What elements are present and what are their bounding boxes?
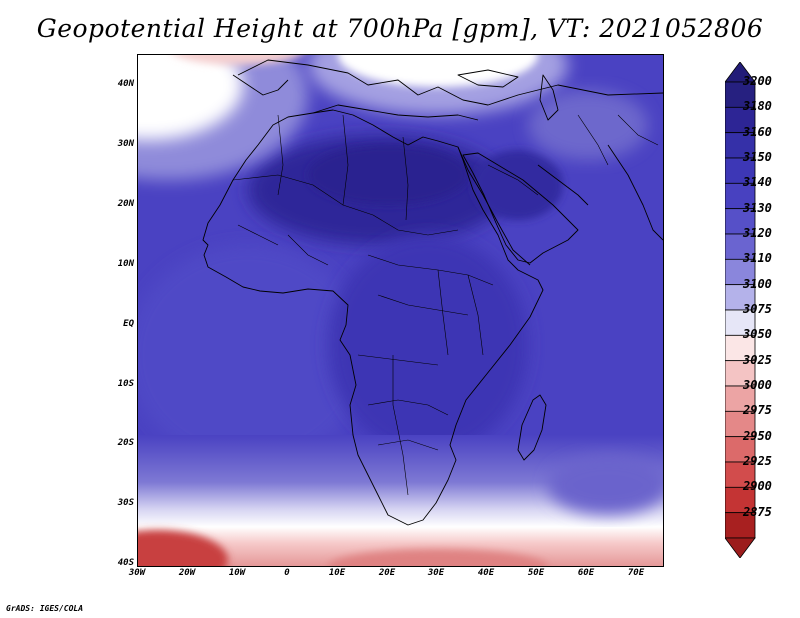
border-line (467, 274, 484, 356)
border-line (237, 224, 279, 246)
red-sea (457, 146, 531, 266)
border-line (287, 234, 329, 266)
lat-tick-label: 20S (117, 438, 134, 448)
colorbar-label: 3100 (743, 276, 772, 291)
lat-tick-label: 30S (117, 498, 134, 508)
field-south-red-center (328, 549, 548, 566)
border-line (277, 114, 284, 196)
field-north-central-white (338, 55, 538, 87)
colorbar-bottom-arrow (725, 537, 756, 558)
lon-tick-label: 20W (178, 568, 196, 578)
lat-tick-label: 20N (117, 199, 134, 209)
border-line (377, 294, 469, 316)
border-line (232, 174, 374, 216)
lon-tick-label: 40E (477, 568, 495, 578)
lat-tick-label: 40S (117, 558, 134, 568)
map-title: Geopotential Height at 700hPa [gpm], VT:… (36, 14, 764, 43)
map-panel (137, 54, 664, 567)
colorbar-label: 2975 (743, 403, 772, 418)
colorbar-label: 3000 (743, 378, 772, 392)
black-sea (457, 69, 519, 88)
coastlines (202, 59, 663, 526)
colorbar-cell (725, 410, 756, 438)
lon-tick-label: 70E (627, 568, 645, 578)
border-line (617, 114, 659, 146)
lon-tick-label: 30E (427, 568, 445, 578)
lat-tick-label: 10S (117, 379, 134, 389)
field-north-west-white (138, 55, 243, 140)
lon-tick-label: 60E (577, 568, 595, 578)
border-line (392, 355, 409, 496)
colorbar-cell (725, 182, 756, 210)
field-se-light (548, 455, 663, 515)
border-line (342, 114, 349, 206)
colorbar-cell (725, 258, 756, 286)
colorbar-cell (725, 385, 756, 412)
iberia-coastline (232, 74, 289, 96)
colorbar-label: 2900 (743, 479, 772, 494)
colorbar-label: 3110 (743, 251, 772, 266)
africa-coastline (202, 109, 544, 526)
lat-tick-label: EQ (123, 319, 134, 329)
border-line (367, 399, 449, 416)
lat-tick-label: 10N (117, 259, 134, 269)
lon-tick-label: 10E (328, 568, 346, 578)
country-borders (232, 114, 659, 496)
colorbar-label: 3160 (743, 124, 772, 139)
border-line (357, 354, 439, 366)
credit-text: GrADS: IGES/COLA (6, 604, 84, 613)
border-line (372, 214, 459, 236)
colorbar-label: 3025 (743, 352, 772, 367)
lon-tick-label: 50E (527, 568, 545, 578)
colorbar-label: 3120 (743, 226, 772, 240)
colorbar-label: 3075 (743, 302, 772, 316)
colorbar (725, 62, 756, 558)
border-line (437, 269, 449, 356)
colorbar-label: 3140 (743, 175, 772, 190)
europe-coastline (237, 59, 663, 106)
field-northeast-light (528, 90, 648, 160)
colorbar-cell (725, 284, 756, 311)
lon-tick-label: 10W (228, 568, 246, 578)
colorbar-label: 3050 (743, 327, 772, 342)
geopotential-map (138, 55, 663, 566)
colorbar-label: 2875 (743, 504, 772, 519)
colorbar-cell (725, 309, 756, 336)
colorbar-cell (725, 132, 756, 159)
field-sahara-core-inner (308, 145, 468, 205)
colorbar-label: 2925 (743, 454, 772, 468)
india-coast (607, 144, 663, 241)
mediterranean-coast (312, 104, 479, 121)
field-central-africa (328, 235, 528, 455)
border-line (577, 114, 609, 166)
border-line (402, 136, 409, 221)
colorbar-label: 3130 (743, 200, 772, 215)
colorbar-label: 3200 (743, 74, 772, 88)
field-arabia-core (473, 150, 563, 220)
colorbar-label: 3180 (743, 99, 772, 114)
border-line (377, 439, 439, 451)
field-north-pink (175, 55, 301, 65)
lon-tick-label: 20E (378, 568, 396, 578)
border-line (487, 164, 539, 196)
colorbar-label: 3150 (743, 150, 772, 164)
lat-tick-label: 40N (117, 79, 134, 89)
colorbar-cell (725, 81, 756, 108)
caspian-sea (539, 74, 559, 121)
colorbar-cell (725, 512, 756, 539)
colorbar-cells (725, 81, 756, 539)
madagascar-coastline (517, 394, 547, 461)
persian-gulf (537, 164, 589, 206)
field-atlantic-mid (138, 245, 368, 465)
lon-tick-label: 30W (128, 568, 146, 578)
lon-tick-label: 0 (284, 568, 290, 578)
field-south-red (138, 530, 228, 566)
lat-tick-label: 30N (117, 139, 134, 149)
colorbar-label: 2950 (743, 428, 772, 443)
